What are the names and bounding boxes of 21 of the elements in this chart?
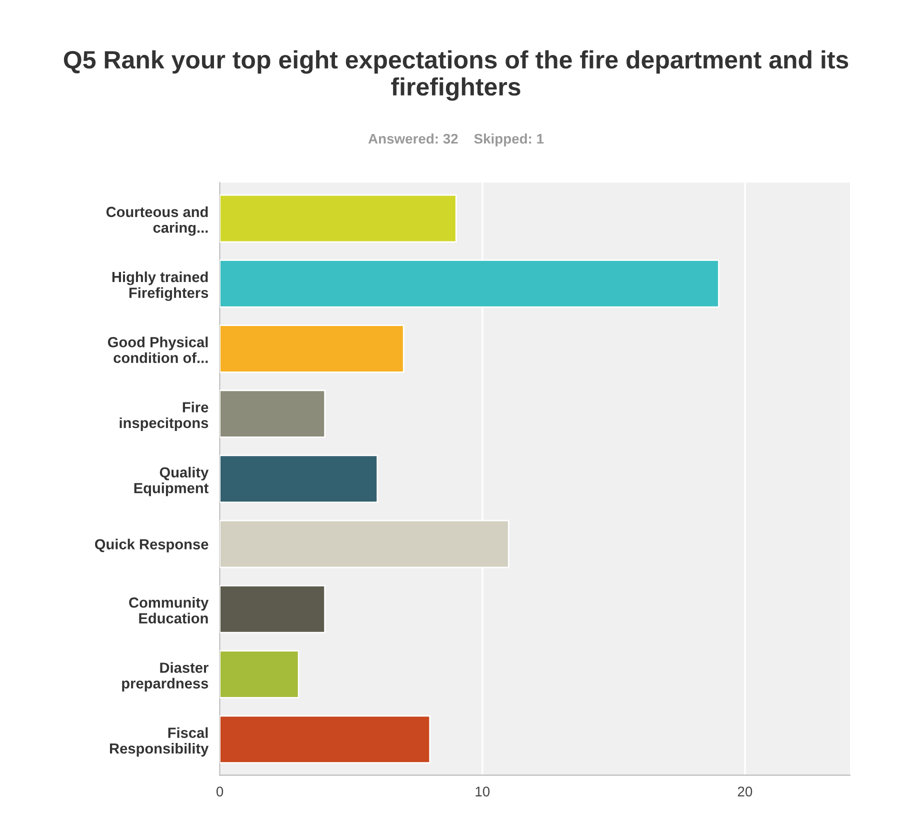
y-tick-label: Highly trained Firefighters [112, 271, 208, 301]
y-tick-label: Good Physical condition of... [108, 336, 208, 364]
y-tick-label: Community Education [129, 597, 209, 624]
x-tick-label: 10 [476, 786, 490, 796]
chart-subtitle: Answered: 32 Skipped: 1 [368, 133, 544, 146]
bar [220, 584, 326, 634]
bar [220, 715, 431, 764]
bar [220, 324, 404, 373]
y-tick-label: Quick Response [95, 538, 208, 552]
bar [220, 194, 457, 243]
chart-title: Q5 Rank your top eight expectations of the fire department and its firefighters [64, 50, 848, 101]
bar [220, 454, 378, 504]
y-tick-label: Fiscal Responsibility [110, 727, 209, 757]
y-tick-label: Quality Equipment [134, 466, 209, 496]
x-tick-label: 20 [738, 786, 752, 796]
bar [220, 650, 300, 698]
x-tick-label: 0 [216, 786, 224, 796]
bar [220, 390, 326, 438]
y-tick-label: Fire inspecitpons [120, 402, 208, 432]
y-tick-label: Diaster prepardness [122, 662, 208, 692]
y-tick-label: Courteous and caring... [106, 206, 208, 236]
